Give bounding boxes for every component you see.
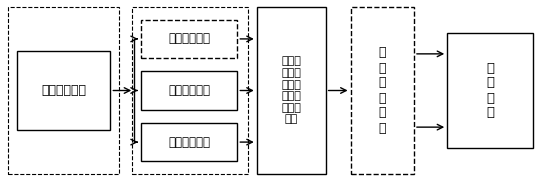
Bar [141,20,237,58]
Text: 批量连续加工: 批量连续加工 [41,84,86,97]
Text: 决
策
换
刀: 决 策 换 刀 [486,62,494,119]
Bar [257,7,326,174]
Bar [17,51,110,130]
Bar [132,7,248,174]
Bar [8,7,119,174]
Bar [141,123,237,161]
Bar [141,71,237,110]
Text: 刀具经验寿命: 刀具经验寿命 [168,32,210,45]
Text: 冗
余
数
据
过
滤: 冗 余 数 据 过 滤 [379,47,386,134]
Bar [447,33,533,148]
Text: 质量信息提取: 质量信息提取 [168,136,210,149]
Bar [351,7,414,174]
Text: 基于质
量和功
率的多
信息融
合提取
方法: 基于质 量和功 率的多 信息融 合提取 方法 [281,56,301,125]
Text: 功率信息提取: 功率信息提取 [168,84,210,97]
